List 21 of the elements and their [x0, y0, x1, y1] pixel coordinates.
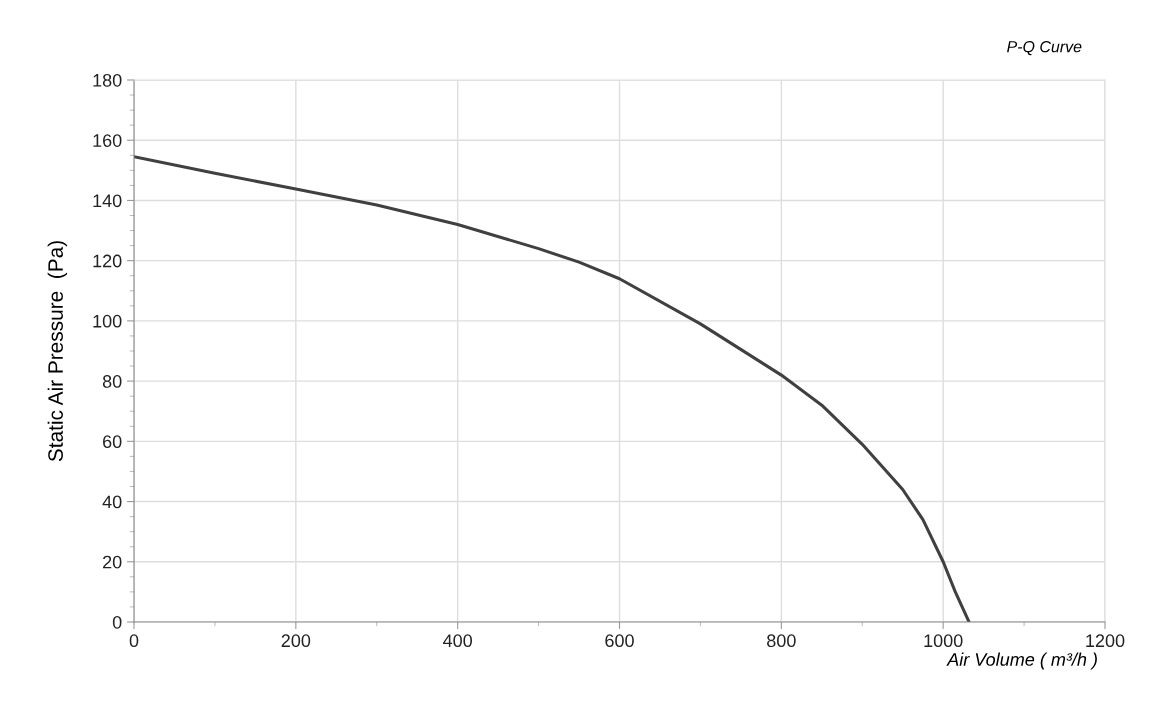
y-tick-label: 120 [93, 254, 122, 268]
line-series [134, 155, 971, 622]
y-tick-label: 20 [103, 555, 122, 569]
x-tick-label: 800 [767, 634, 796, 648]
x-axis-title: Air Volume ( m³/h ) [946, 652, 1097, 670]
y-tick-label: 180 [93, 73, 122, 87]
y-tick-label: 0 [112, 615, 122, 629]
x-tick-label: 400 [443, 634, 473, 648]
y-tick-label: 40 [102, 495, 122, 509]
y-tick-label: 60 [103, 435, 122, 449]
x-tick-label: 200 [281, 634, 311, 648]
y-tick-label: 80 [102, 375, 122, 388]
x-tick-label: 1000 [924, 634, 963, 648]
y-axis-title: Static Air Pressure (Pa) [47, 241, 68, 462]
chart-title: P-Q Curve [1007, 40, 1082, 56]
x-tick-label: 600 [605, 634, 634, 648]
y-tick-label: 160 [93, 134, 122, 147]
y-tick-label: 100 [93, 314, 122, 328]
y-tick-label: 140 [93, 194, 122, 208]
x-tick-label: 1200 [1086, 634, 1125, 648]
x-tick-label: 0 [129, 634, 139, 648]
